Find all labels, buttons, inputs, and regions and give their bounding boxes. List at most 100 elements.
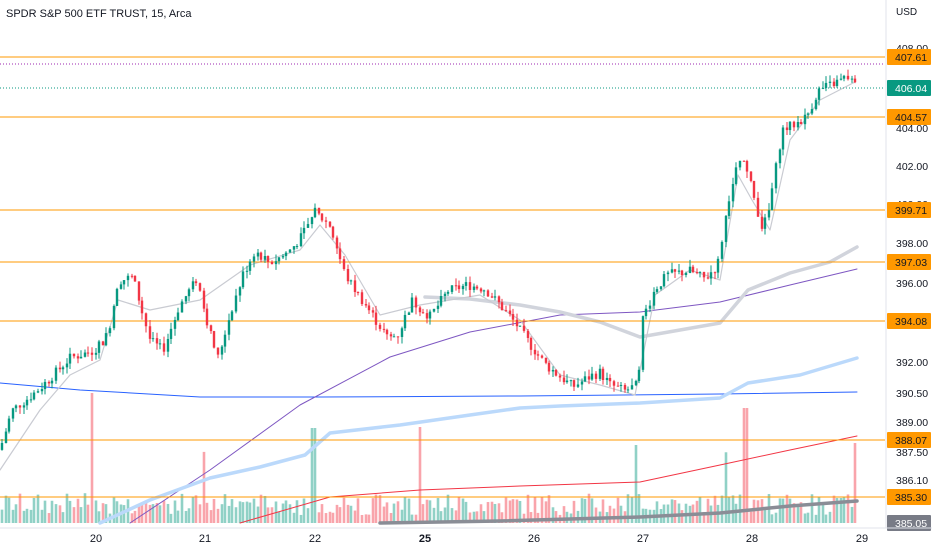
volume-bar — [32, 497, 36, 523]
price-tick-label: 390.50 — [896, 388, 928, 400]
candle — [763, 213, 767, 235]
volume-bar — [338, 507, 342, 523]
candle — [349, 279, 353, 285]
candle — [263, 249, 267, 263]
candle — [342, 255, 346, 271]
candle — [425, 309, 429, 324]
candle — [259, 251, 263, 263]
volume-bar — [425, 499, 429, 523]
volume-bar — [418, 427, 422, 523]
previous-close-badge: 385.05 — [887, 515, 931, 531]
candle — [659, 286, 663, 291]
candle — [302, 221, 306, 239]
volume-bar — [364, 514, 368, 523]
candle — [616, 381, 620, 387]
candle — [778, 148, 782, 169]
candle — [205, 303, 209, 329]
candle — [828, 75, 832, 89]
volume-bar — [421, 504, 425, 523]
candle — [270, 260, 274, 265]
level-price-badge: 388.07 — [887, 432, 931, 448]
candle — [853, 75, 857, 84]
volume-bar — [122, 505, 126, 523]
candle — [713, 271, 717, 280]
volume-bar — [698, 496, 702, 523]
volume-bar — [414, 514, 418, 523]
price-tick-label: 404.00 — [896, 123, 928, 135]
candle — [601, 366, 605, 385]
candle — [133, 275, 137, 282]
candle — [353, 274, 357, 297]
candle — [796, 115, 800, 131]
volume-bar — [817, 497, 821, 523]
candle — [749, 171, 753, 183]
candle — [706, 272, 710, 280]
candle — [65, 358, 69, 374]
volume-bar — [814, 514, 818, 523]
candle — [360, 289, 364, 307]
candle — [551, 366, 555, 377]
volume-bar — [151, 504, 155, 523]
volume-bar — [40, 509, 44, 523]
volume-bar — [799, 502, 803, 523]
volume-bar — [72, 507, 76, 523]
volume-bar — [518, 500, 522, 523]
volume-bar — [86, 504, 90, 523]
price-tick-label: 396.00 — [896, 278, 928, 290]
volume-bar — [317, 512, 321, 523]
moving-average-mid — [129, 268, 858, 524]
candle — [4, 428, 8, 444]
volume-bar — [504, 497, 508, 523]
volume-bar — [792, 503, 796, 523]
volume-bar — [148, 504, 152, 523]
candle — [432, 308, 436, 313]
candle — [587, 369, 591, 385]
indicator-lines — [0, 81, 859, 525]
candle — [14, 404, 18, 413]
candle — [572, 379, 576, 391]
candle — [846, 69, 850, 81]
candle — [533, 343, 537, 360]
volume-bar — [778, 498, 782, 523]
candle — [436, 300, 440, 313]
candle — [403, 310, 407, 332]
candle — [522, 318, 526, 333]
volume-bar — [288, 504, 292, 523]
svg-text:407.61: 407.61 — [895, 52, 927, 64]
candle — [637, 366, 641, 384]
candle — [670, 262, 674, 274]
candle — [400, 326, 404, 344]
volume-bar — [245, 501, 249, 523]
volume-bar — [637, 494, 641, 523]
candle — [461, 283, 465, 295]
candle — [356, 291, 360, 296]
volume-bar — [306, 508, 310, 523]
time-axis: 20 21 22 25 26 27 28 29 — [0, 527, 932, 545]
volume-bar — [4, 495, 8, 523]
candle — [148, 319, 152, 344]
time-tick-label: 27 — [637, 533, 649, 545]
candle — [605, 372, 609, 386]
candle — [504, 305, 508, 312]
candle — [223, 330, 227, 353]
volume-bar — [655, 501, 659, 523]
volume-bar — [562, 506, 566, 523]
volume-bar — [616, 497, 620, 523]
volume-bar — [806, 512, 810, 523]
candle — [443, 291, 447, 302]
volume-bar — [734, 503, 738, 523]
candle — [389, 331, 393, 341]
candle — [824, 76, 828, 92]
volume-bar — [238, 501, 242, 523]
volume-bar — [446, 494, 450, 523]
volume-bar — [497, 503, 501, 523]
candle — [500, 298, 504, 311]
volume-bar — [551, 507, 555, 523]
volume-bar — [382, 506, 386, 523]
volume-bar — [673, 500, 677, 523]
candle — [396, 336, 400, 344]
volume-bar — [104, 504, 108, 523]
candle — [418, 305, 422, 317]
candle — [619, 382, 623, 392]
